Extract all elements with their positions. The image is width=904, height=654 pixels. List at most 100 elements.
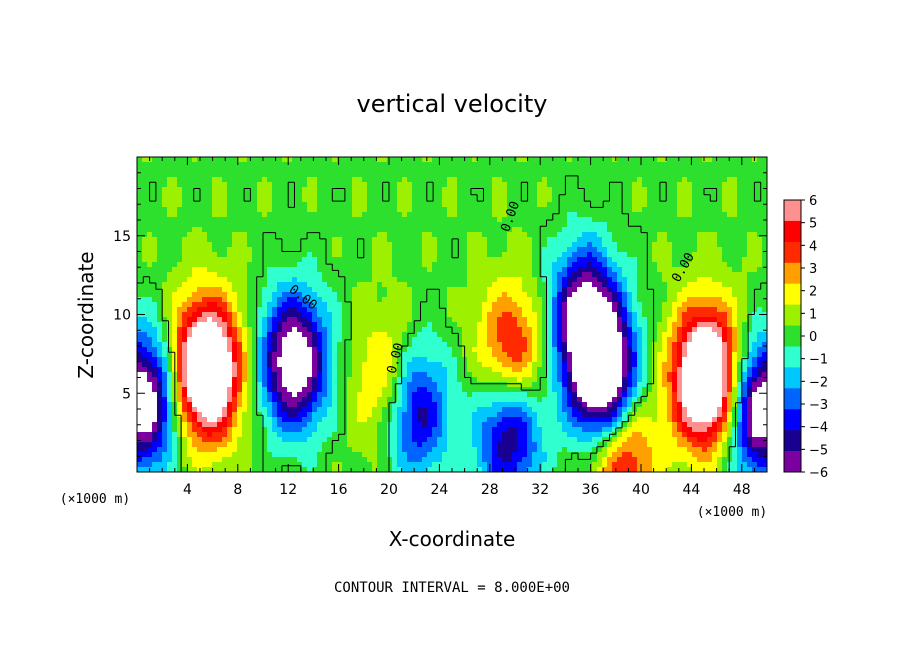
field-cell xyxy=(292,177,298,183)
field-cell xyxy=(227,392,233,398)
field-cell xyxy=(322,242,328,248)
field-cell xyxy=(507,217,513,223)
field-cell xyxy=(332,437,338,443)
field-cell xyxy=(432,402,438,408)
field-cell xyxy=(217,402,223,408)
field-cell xyxy=(387,462,393,468)
field-cell xyxy=(252,302,258,308)
field-cell xyxy=(147,422,153,428)
field-cell xyxy=(412,212,418,218)
field-cell xyxy=(347,192,353,198)
field-cell xyxy=(207,432,213,438)
field-cell xyxy=(527,277,533,283)
field-cell xyxy=(182,322,188,328)
field-cell xyxy=(367,292,373,298)
field-cell xyxy=(277,402,283,408)
field-cell xyxy=(357,222,363,228)
field-cell xyxy=(312,312,318,318)
field-cell xyxy=(407,237,413,243)
field-cell xyxy=(457,402,463,408)
field-cell xyxy=(377,352,383,358)
field-cell xyxy=(397,197,403,203)
field-cell xyxy=(292,257,298,263)
field-cell xyxy=(347,197,353,203)
field-cell xyxy=(247,452,253,458)
field-cell xyxy=(157,197,163,203)
field-cell xyxy=(462,172,468,178)
field-cell xyxy=(482,262,488,268)
field-cell xyxy=(167,267,173,273)
field-cell xyxy=(217,262,223,268)
field-cell xyxy=(237,457,243,463)
field-cell xyxy=(187,187,193,193)
field-cell xyxy=(177,337,183,343)
field-cell xyxy=(332,242,338,248)
field-cell xyxy=(162,342,168,348)
field-cell xyxy=(267,207,273,213)
field-cell xyxy=(387,222,393,228)
field-cell xyxy=(452,307,458,313)
field-cell xyxy=(477,447,483,453)
field-cell xyxy=(422,222,428,228)
field-cell xyxy=(222,242,228,248)
field-cell xyxy=(157,432,163,438)
field-cell xyxy=(447,362,453,368)
field-cell xyxy=(527,457,533,463)
field-cell xyxy=(417,407,423,413)
field-cell xyxy=(392,197,398,203)
field-cell xyxy=(417,182,423,188)
field-cell xyxy=(282,417,288,423)
field-cell xyxy=(397,422,403,428)
field-cell xyxy=(307,182,313,188)
field-cell xyxy=(372,452,378,458)
field-cell xyxy=(317,172,323,178)
field-cell xyxy=(387,172,393,178)
field-cell xyxy=(482,287,488,293)
field-cell xyxy=(392,467,398,472)
field-cell xyxy=(397,277,403,283)
field-cell xyxy=(452,257,458,263)
field-cell xyxy=(192,237,198,243)
field-cell xyxy=(272,307,278,313)
field-cell xyxy=(257,372,263,378)
field-cell xyxy=(267,232,273,238)
field-cell xyxy=(262,377,268,383)
field-cell xyxy=(147,222,153,228)
field-cell xyxy=(402,232,408,238)
field-cell xyxy=(262,397,268,403)
field-cell xyxy=(162,442,168,448)
field-cell xyxy=(362,342,368,348)
field-cell xyxy=(392,432,398,438)
field-cell xyxy=(247,427,253,433)
field-cell xyxy=(417,307,423,313)
field-cell xyxy=(377,182,383,188)
field-cell xyxy=(237,227,243,233)
field-cell xyxy=(142,212,148,218)
field-cell xyxy=(327,267,333,273)
field-cell xyxy=(437,427,443,433)
field-cell xyxy=(317,267,323,273)
field-cell xyxy=(352,347,358,353)
field-cell xyxy=(217,172,223,178)
field-cell xyxy=(327,242,333,248)
field-cell xyxy=(157,462,163,468)
field-cell xyxy=(382,277,388,283)
field-cell xyxy=(382,357,388,363)
field-cell xyxy=(187,297,193,303)
field-cell xyxy=(432,397,438,403)
field-cell xyxy=(307,322,313,328)
field-cell xyxy=(192,257,198,263)
field-cell xyxy=(377,297,383,303)
field-cell xyxy=(287,392,293,398)
field-cell xyxy=(357,237,363,243)
field-cell xyxy=(422,297,428,303)
field-cell xyxy=(197,317,203,323)
field-cell xyxy=(252,267,258,273)
field-cell xyxy=(477,462,483,468)
field-cell xyxy=(467,302,473,308)
field-cell xyxy=(262,297,268,303)
field-cell xyxy=(437,437,443,443)
field-cell xyxy=(147,167,153,173)
field-cell xyxy=(217,407,223,413)
field-cell xyxy=(442,242,448,248)
